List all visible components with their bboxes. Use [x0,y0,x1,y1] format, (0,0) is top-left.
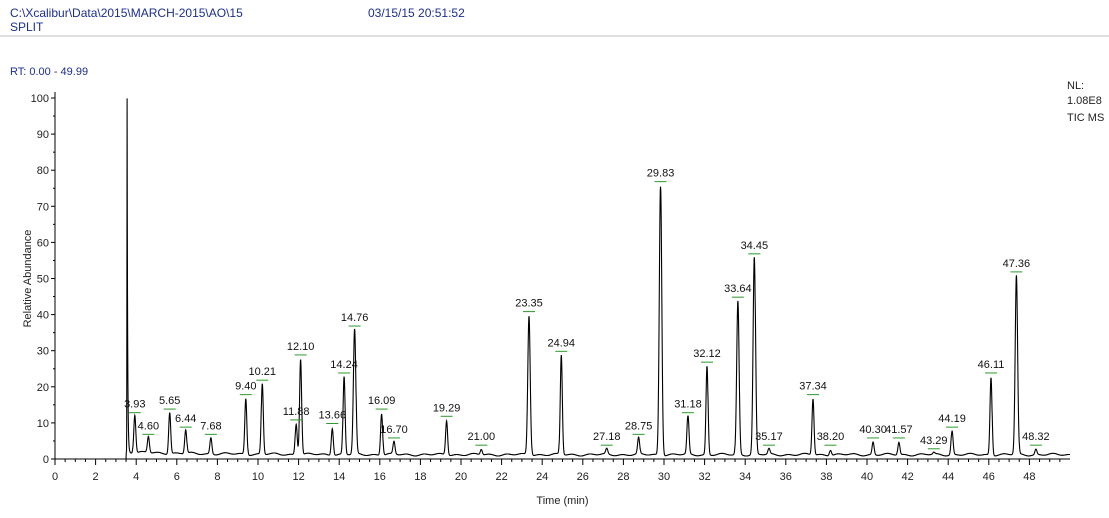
y-tick-label: 90 [37,129,49,141]
x-tick-label: 36 [780,471,792,483]
trace-group [55,98,1070,460]
x-tick-label: 26 [577,471,589,483]
scan-mode: SPLIT [10,20,44,34]
nl-label: NL: [1067,80,1085,92]
y-tick-label: 50 [37,274,49,286]
tic-trace-line [55,98,1070,460]
acquisition-datetime: 03/15/15 20:51:52 [368,6,465,20]
x-tick-label: 14 [333,471,345,483]
peak-label: 46.11 [978,359,1005,371]
peak-label: 7.68 [200,420,221,432]
peak-label: 31.18 [674,399,702,411]
peak-label: 35.17 [755,431,783,443]
peak-label: 19.29 [433,402,461,414]
x-tick-label: 34 [739,471,751,483]
peak-label: 21.00 [468,431,496,443]
x-tick-label: 28 [617,471,629,483]
peak-label: 47.36 [1003,258,1031,270]
x-axis-label: Time (min) [536,495,588,507]
x-tick-label: 2 [93,471,99,483]
y-tick-label: 60 [37,237,49,249]
peak-label: 9.40 [235,381,256,393]
peak-label: 5.65 [159,395,180,407]
x-tick-label: 22 [495,471,507,483]
peak-labels: 3.93 4.60 5.65 6.44 7.68 9.40 10.21 11.88 12.10 1… [124,168,1050,450]
x-tick-label: 8 [214,471,220,483]
peak-label: 4.60 [138,420,159,432]
peak-label: 16.70 [380,424,408,436]
x-tick-label: 6 [174,471,180,483]
y-axis-label: Relative Abundance [22,230,34,328]
trace-type: TIC MS [1067,112,1105,124]
rt-range: RT: 0.00 - 49.99 [10,66,89,78]
x-tick-label: 4 [133,471,139,483]
y-tick-label: 30 [37,346,49,358]
y-tick-label: 10 [37,418,49,430]
peak-label: 40.30 [859,424,887,436]
peak-label: 23.35 [515,298,543,310]
peak-label: 38.20 [817,431,845,443]
x-tick-label: 48 [1023,471,1035,483]
x-tick-label: 16 [374,471,386,483]
y-tick-label: 100 [31,93,49,105]
peak-label: 37.34 [799,381,827,393]
peak-label: 28.75 [625,420,653,432]
x-tick-label: 40 [861,471,873,483]
x-tick-label: 42 [901,471,913,483]
peak-label: 6.44 [175,413,196,425]
peak-label: 14.76 [341,312,369,324]
peak-label: 12.10 [287,341,315,353]
peak-label: 27.18 [593,431,621,443]
peak-label: 32.12 [693,348,721,360]
x-tick-label: 32 [698,471,710,483]
peak-label: 10.21 [248,366,276,378]
y-tick-label: 40 [37,310,49,322]
y-tick-label: 0 [43,454,49,466]
peak-label: 11.88 [283,406,310,418]
peak-label: 43.29 [920,435,948,447]
nl-value: 1.08E8 [1067,95,1102,107]
peak-label: 14.24 [330,359,358,371]
x-tick-label: 0 [52,471,58,483]
y-tick-label: 80 [37,165,49,177]
x-tick-label: 44 [942,471,954,483]
peak-label: 13.66 [319,410,347,422]
y-tick-label: 20 [37,382,49,394]
peak-label: 48.32 [1022,431,1050,443]
x-tick-label: 10 [252,471,264,483]
peak-label: 29.83 [647,168,675,180]
peak-label: 24.94 [548,337,576,349]
x-tick-label: 30 [658,471,670,483]
y-tick-label: 70 [37,201,49,213]
x-tick-label: 20 [455,471,467,483]
x-tick-label: 46 [983,471,995,483]
peak-label: 44.19 [938,413,966,425]
peak-label: 33.64 [724,283,752,295]
x-tick-label: 38 [820,471,832,483]
peak-label: 16.09 [368,395,396,407]
x-tick-label: 24 [536,471,548,483]
peak-label: 41.57 [885,424,913,436]
x-tick-label: 12 [292,471,304,483]
x-tick-label: 18 [414,471,426,483]
peak-label: 34.45 [741,240,769,252]
peak-label: 3.93 [124,399,145,411]
file-path: C:\Xcalibur\Data\2015\MARCH-2015\AO\15 [10,6,243,20]
